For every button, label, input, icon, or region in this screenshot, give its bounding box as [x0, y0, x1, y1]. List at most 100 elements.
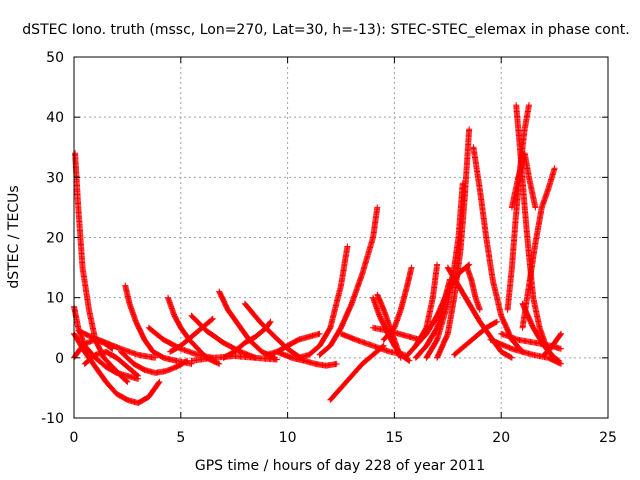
data-point	[372, 354, 374, 356]
data-point	[372, 345, 374, 347]
y-tick-label: 0	[55, 351, 64, 367]
data-point	[547, 357, 549, 359]
y-tick-label: 40	[46, 110, 64, 126]
data-point	[143, 369, 146, 371]
data-series	[295, 243, 351, 361]
data-point	[197, 354, 199, 356]
data-point	[425, 333, 428, 335]
data-point	[318, 333, 321, 335]
data-point	[489, 339, 492, 341]
x-axis-label: GPS time / hours of day 228 of year 2011	[195, 458, 485, 474]
data-point	[274, 336, 276, 338]
data-point	[135, 320, 137, 323]
data-point	[404, 357, 406, 359]
data-series	[487, 336, 564, 367]
data-point	[393, 327, 396, 329]
data-point	[186, 360, 188, 362]
data-point	[167, 296, 169, 299]
data-point	[297, 339, 300, 341]
data-point	[425, 345, 428, 347]
data-point	[447, 266, 449, 269]
data-point	[436, 339, 438, 341]
data-point	[124, 284, 127, 287]
data-point	[190, 336, 193, 338]
data-point	[90, 336, 92, 338]
data-point	[511, 266, 513, 269]
data-point	[515, 104, 517, 106]
data-point	[212, 317, 214, 320]
data-point	[335, 363, 338, 365]
data-point	[340, 333, 342, 335]
data-point	[485, 327, 488, 329]
data-point	[400, 357, 402, 359]
data-point	[137, 375, 139, 377]
data-point	[555, 339, 558, 341]
data-point	[197, 348, 199, 350]
data-point	[538, 327, 541, 329]
data-point	[115, 357, 118, 359]
data-point	[534, 342, 537, 344]
data-series	[444, 264, 515, 361]
data-series	[508, 150, 539, 211]
data-point	[329, 399, 332, 401]
data-point	[436, 357, 438, 359]
data-point	[318, 345, 321, 347]
data-point	[261, 351, 263, 353]
data-point	[372, 327, 374, 329]
data-point	[325, 364, 327, 367]
y-axis-label: dSTEC / TECUs	[6, 185, 22, 288]
data-point	[340, 387, 342, 389]
data-point	[218, 363, 220, 365]
data-point	[382, 345, 385, 347]
data-point	[158, 381, 161, 383]
data-point	[105, 342, 107, 344]
data-point	[143, 339, 146, 341]
data-point	[415, 357, 417, 359]
data-series	[327, 342, 387, 403]
data-point	[137, 354, 139, 356]
data-point	[378, 314, 381, 317]
data-point	[88, 308, 90, 311]
data-point	[190, 360, 193, 362]
data-point	[105, 366, 107, 368]
x-tick-label: 20	[492, 430, 510, 446]
data-point	[276, 351, 278, 353]
data-point	[169, 351, 171, 353]
data-point	[534, 206, 537, 209]
data-point	[549, 345, 552, 347]
data-series	[118, 348, 191, 376]
data-point	[254, 357, 257, 359]
data-point	[400, 308, 402, 311]
data-point	[459, 248, 462, 251]
data-point	[303, 360, 306, 362]
data-series	[188, 353, 280, 364]
data-point	[115, 372, 118, 374]
data-point	[77, 330, 80, 332]
data-point	[553, 167, 556, 170]
data-point	[233, 351, 235, 353]
data-point	[77, 206, 80, 209]
data-point	[528, 284, 530, 287]
data-point	[523, 152, 526, 155]
data-point	[126, 381, 129, 383]
data-point	[372, 236, 374, 239]
data-point	[560, 333, 562, 335]
data-point	[361, 272, 364, 275]
data-point	[175, 360, 178, 362]
axis-ticks: 0 5 10 15 20 25 -10 0 10 20 30 40 50	[41, 50, 617, 446]
data-point	[528, 104, 530, 106]
x-tick-label: 0	[70, 430, 79, 446]
data-point	[222, 342, 225, 344]
data-point	[457, 272, 460, 275]
y-tick-label: 10	[46, 291, 64, 307]
data-point	[361, 363, 364, 365]
data-series	[464, 264, 483, 313]
data-point	[436, 314, 438, 317]
data-point	[479, 320, 481, 323]
data-point	[506, 308, 509, 311]
data-point	[227, 308, 229, 311]
data-point	[137, 402, 139, 404]
data-point	[453, 296, 456, 299]
data-point	[479, 188, 481, 191]
data-point	[239, 351, 242, 353]
